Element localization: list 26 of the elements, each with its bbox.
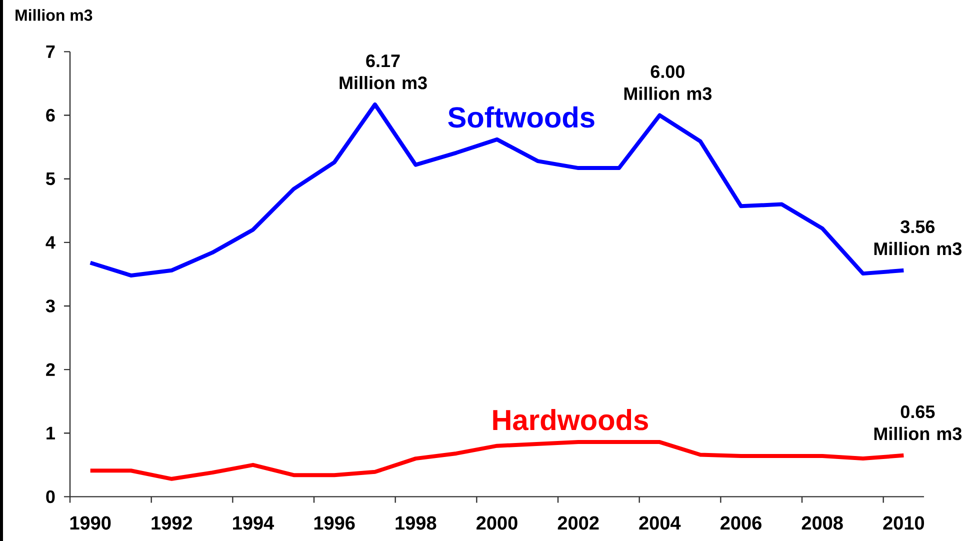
y-tick-label: 6 bbox=[46, 108, 55, 122]
data-label: 6.17 Million m3 bbox=[340, 54, 427, 90]
y-tick-label: 5 bbox=[46, 172, 55, 186]
x-tick-label: 1996 bbox=[314, 516, 355, 530]
x-tick-label: 1990 bbox=[70, 516, 111, 530]
y-tick-label: 3 bbox=[46, 300, 55, 312]
x-tick-label: 1992 bbox=[152, 516, 192, 530]
x-tick-label: 2008 bbox=[802, 516, 843, 530]
data-label: 3.56 Million m3 bbox=[874, 220, 962, 256]
x-tick-label: 2000 bbox=[476, 516, 518, 530]
x-tick-label: 1994 bbox=[233, 516, 274, 530]
x-tick-label: 2006 bbox=[720, 516, 762, 530]
y-axis-title: Million m3 bbox=[16, 9, 92, 21]
series-label: Hardwoods bbox=[493, 409, 648, 430]
data-label: 0.65 Million m3 bbox=[874, 405, 962, 440]
series-label: Softwoods bbox=[448, 106, 594, 128]
x-tick-label: 2004 bbox=[639, 516, 681, 530]
x-tick-label: 1998 bbox=[396, 516, 436, 530]
data-label: 6.00 Million m3 bbox=[624, 65, 712, 100]
y-tick-label: 0 bbox=[46, 490, 55, 504]
y-tick-label: 7 bbox=[46, 46, 55, 58]
x-tick-label: 2002 bbox=[558, 516, 599, 530]
x-tick-label: 2010 bbox=[883, 516, 924, 530]
y-tick-label: 1 bbox=[46, 426, 55, 440]
y-tick-label: 4 bbox=[46, 236, 56, 249]
y-tick-label: 2 bbox=[46, 363, 55, 376]
